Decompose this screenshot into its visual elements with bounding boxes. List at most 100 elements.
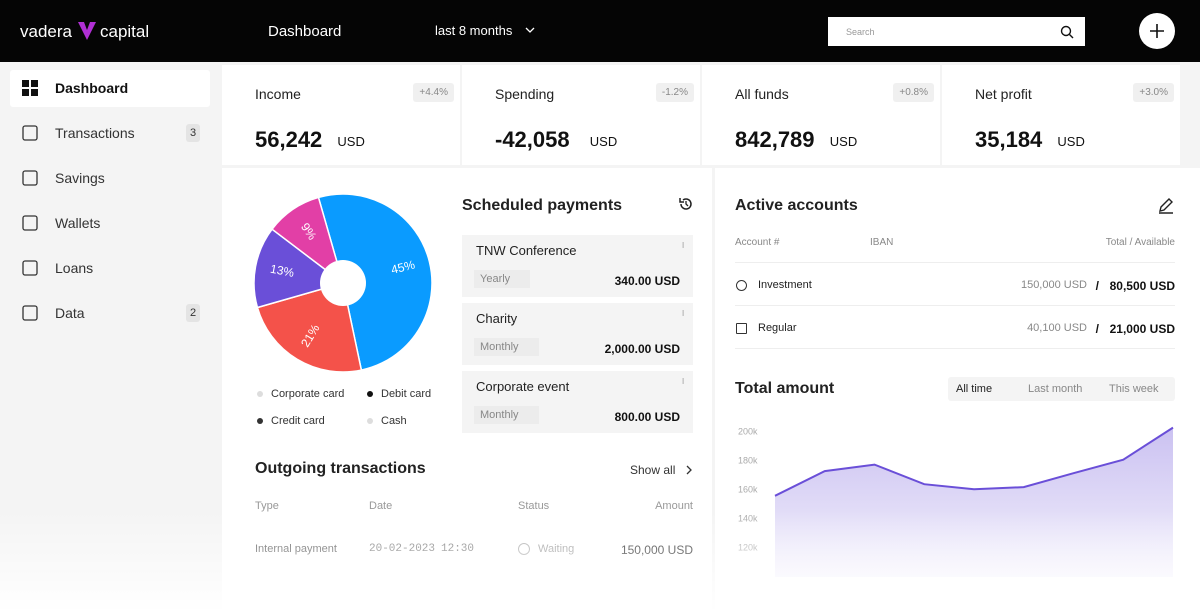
nav-icon <box>22 80 38 96</box>
nav-icon <box>22 260 38 276</box>
nav-label[interactable]: Loans <box>55 260 94 276</box>
stat-label: Net profit <box>975 86 1032 102</box>
chevron-right <box>686 465 692 475</box>
nav-label[interactable]: Transactions <box>55 125 135 141</box>
legend-dot <box>257 418 263 424</box>
stat-unit: USD <box>589 134 618 149</box>
pie-slice <box>256 282 363 373</box>
frequency-select[interactable]: Yearly <box>474 270 531 288</box>
y-tick-label: 140k <box>738 513 758 523</box>
y-tick-label: 200k <box>738 426 758 436</box>
stat-unit: USD <box>829 134 858 149</box>
pie-label: 45% <box>390 257 417 276</box>
stat-change: +0.8% <box>893 83 934 102</box>
page-title: Dashboard <box>268 23 342 40</box>
pie-hole <box>320 260 366 306</box>
time-tab[interactable]: This week <box>1109 383 1159 395</box>
icon-part <box>31 89 38 96</box>
add-button[interactable] <box>1139 13 1175 49</box>
brand-left: vadera <box>20 22 72 41</box>
row-divider <box>735 262 1175 263</box>
y-tick-label: 180k <box>738 455 758 465</box>
section-title: Scheduled payments <box>462 197 623 214</box>
show-all-link[interactable]: Show all <box>630 463 676 477</box>
stat-value: 56,242 <box>255 127 323 152</box>
nav-label[interactable]: Wallets <box>55 215 101 231</box>
nav-icon <box>22 215 38 231</box>
legend-dot <box>367 418 373 424</box>
search-icon <box>1060 25 1074 39</box>
section-title: Outgoing transactions <box>255 460 426 477</box>
area-line <box>774 426 1174 497</box>
nav-label[interactable]: Data <box>55 305 85 321</box>
icon-part <box>22 89 29 96</box>
account-icon <box>736 323 747 334</box>
stat-change: +4.4% <box>413 83 454 102</box>
time-tab[interactable]: Last month <box>1028 383 1083 395</box>
icon-part <box>22 125 38 141</box>
stat-card: Spending -1.2% -42,058 USD <box>462 65 700 165</box>
side-card: Active accounts Account # IBAN Total / Ava… <box>715 168 1200 609</box>
icon-part <box>22 260 38 276</box>
more-icon: ··· <box>677 241 691 247</box>
icon-part <box>22 170 38 186</box>
row-divider <box>735 348 1175 349</box>
top-bar: vadera capital Dashboard last 8 months S… <box>0 0 1200 62</box>
icon-part <box>22 215 38 231</box>
stat-value: 35,184 <box>975 127 1043 152</box>
table-header: Account # <box>735 237 780 248</box>
cell-status: Waiting <box>538 543 575 555</box>
table-header: Type <box>255 500 279 512</box>
cell-type: Internal payment <box>255 543 337 555</box>
cell-date: 20-02-2023 <box>369 543 436 555</box>
table-header: IBAN <box>870 237 894 248</box>
logo-mark <box>78 22 96 40</box>
frequency-select[interactable]: Monthly <box>474 338 539 356</box>
time-tab[interactable]: All time <box>956 383 993 395</box>
stat-unit: USD <box>337 134 365 149</box>
separator: / <box>1095 279 1099 293</box>
history-icon[interactable] <box>678 196 694 212</box>
stat-change: -1.2% <box>655 83 694 102</box>
legend-dot <box>367 391 373 397</box>
y-tick-label: 120k <box>738 542 758 552</box>
legend-label: Cash <box>381 415 407 427</box>
stat-change: +3.0% <box>1133 83 1174 102</box>
period-select[interactable]: last 8 months <box>435 23 513 38</box>
legend-label: Credit card <box>271 415 325 427</box>
payment-item: Charity ··· Monthly 2,000.00 USD <box>462 303 693 365</box>
icon-part <box>22 305 38 321</box>
edit-icon[interactable] <box>1157 196 1175 214</box>
stat-label: All funds <box>735 86 789 102</box>
payment-name: Charity <box>476 311 518 326</box>
stat-value: 842,789 <box>735 127 815 152</box>
stat-label: Spending <box>495 86 555 102</box>
search-box[interactable]: Search <box>828 17 1085 46</box>
payment-item: TNW Conference ··· Yearly 340.00 USD <box>462 235 693 297</box>
nav-icon <box>22 125 38 141</box>
frequency-select[interactable]: Monthly <box>474 406 539 424</box>
table-header: Status <box>518 500 550 512</box>
y-tick-label: 160k <box>738 484 758 494</box>
pie-chart: 45%21%13%9% <box>253 193 433 373</box>
table-header: Date <box>369 500 393 512</box>
account-name: Investment <box>758 279 812 291</box>
area-chart: 120k 140k 160k 180k 200k <box>738 426 1174 577</box>
nav-label[interactable]: Savings <box>55 170 105 186</box>
legend-label: Corporate card <box>271 388 345 400</box>
cell-amount: 150,000 USD <box>620 543 693 557</box>
payment-item: Corporate event ··· Monthly 800.00 USD <box>462 371 693 433</box>
row-divider <box>735 305 1175 306</box>
icon-part <box>31 80 38 87</box>
nav-label[interactable]: Dashboard <box>55 80 129 96</box>
stat-unit: USD <box>1057 134 1085 149</box>
brand-logo <box>78 22 96 40</box>
account-icon <box>736 280 747 291</box>
sidebar: Dashboard Transactions 3 Savings Wallets Loan… <box>0 62 220 609</box>
section-title: Active accounts <box>735 197 858 214</box>
status-icon <box>518 543 530 555</box>
table-header: Amount <box>655 500 693 512</box>
legend-label: Debit card <box>381 388 432 400</box>
nav-badge: 3 <box>186 124 200 142</box>
stat-label: Income <box>255 86 301 102</box>
